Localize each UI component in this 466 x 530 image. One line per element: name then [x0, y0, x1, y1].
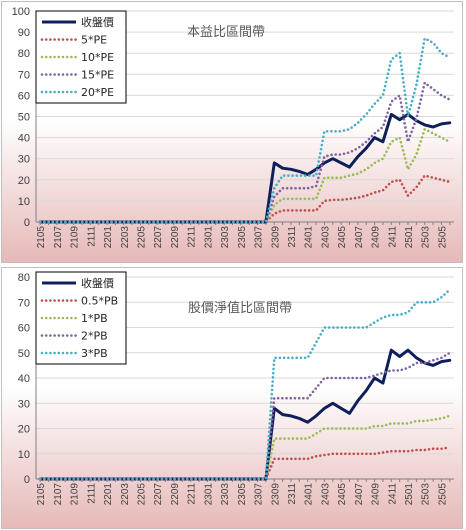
x-tick-label: 2305	[237, 483, 248, 506]
legend-label-4: 20*PE	[81, 86, 114, 99]
legend-label-4: 3*PB	[81, 347, 108, 360]
x-tick-label: 2111	[86, 483, 97, 504]
x-tick-label: 2201	[103, 226, 114, 249]
legend-label-3: 15*PE	[81, 69, 114, 82]
x-tick-label: 2407	[354, 226, 365, 249]
x-tick-label: 2411	[387, 483, 398, 505]
legend-label-1: 0.5*PB	[81, 295, 118, 308]
x-tick-label: 2401	[304, 226, 315, 249]
pe-band-chart: 0 10 20 30 40 50 60 70 80 90 100 2105 2107 2109 2111 22…	[1, 1, 463, 263]
x-tick-label: 2301	[203, 226, 214, 249]
x-tick-label: 2105	[36, 226, 47, 249]
x-tick-label: 2409	[371, 483, 382, 506]
x-tick-label: 2211	[187, 483, 198, 505]
x-tick-label: 2405	[337, 483, 348, 506]
x-tick-label: 2401	[304, 483, 315, 506]
x-tick-label: 2307	[254, 483, 265, 506]
x-tick-label: 2409	[371, 226, 382, 249]
chart-title: 股價淨值比區間帶	[188, 300, 292, 316]
x-tick-label: 2501	[404, 483, 415, 506]
x-tick-label: 2203	[120, 483, 131, 506]
y-tick-label: 40	[18, 133, 30, 145]
legend-label-2: 10*PE	[81, 51, 114, 64]
y-tick-label: 80	[18, 272, 30, 284]
y-tick-label: 30	[18, 398, 30, 410]
y-tick-label: 70	[18, 297, 30, 309]
x-tick-label: 2303	[220, 483, 231, 506]
x-tick-label: 2503	[421, 226, 432, 249]
legend-label-3: 2*PB	[81, 330, 108, 343]
series-line-4	[38, 288, 452, 481]
x-tick-label: 2503	[421, 483, 432, 506]
x-tick-label: 2109	[70, 226, 81, 249]
legend-label-0: 收盤價	[81, 276, 114, 290]
y-tick-label: 60	[18, 90, 30, 102]
y-tick-label: 0	[24, 474, 30, 486]
x-tick-label: 2407	[354, 483, 365, 506]
x-tick-label: 2209	[170, 226, 181, 249]
x-tick-label: 2305	[237, 226, 248, 249]
x-tick-label: 2207	[153, 226, 164, 249]
x-tick-label: 2505	[437, 483, 448, 506]
x-tick-label: 2211	[187, 226, 198, 248]
legend-label-0: 收盤價	[81, 15, 114, 29]
x-tick-label: 2107	[53, 483, 64, 506]
y-tick-label: 20	[18, 175, 30, 187]
series-line-4	[38, 37, 452, 224]
x-tick-label: 2307	[254, 226, 265, 249]
x-tick-label: 2403	[320, 483, 331, 506]
x-tick-label: 2505	[437, 226, 448, 249]
chart-title: 本益比區間帶	[187, 25, 265, 40]
x-tick-label: 2309	[270, 226, 281, 249]
y-tick-label: 80	[18, 48, 30, 60]
x-tick-label: 2111	[86, 226, 97, 247]
y-tick-label: 10	[18, 196, 30, 208]
x-tick-label: 2403	[320, 226, 331, 249]
x-tick-label: 2311	[287, 483, 298, 505]
x-tick-label: 2209	[170, 483, 181, 506]
y-tick-label: 100	[12, 6, 30, 18]
x-tick-label: 2303	[220, 226, 231, 249]
x-tick-label: 2301	[203, 483, 214, 506]
legend-label-1: 5*PE	[81, 34, 107, 47]
y-tick-label: 50	[18, 112, 30, 124]
x-tick-label: 2309	[270, 483, 281, 506]
pe-band-chart-svg: 0 10 20 30 40 50 60 70 80 90 100 2105 2107 2109 2111 22…	[2, 2, 462, 262]
x-tick-label: 2501	[404, 226, 415, 249]
y-tick-label: 60	[18, 323, 30, 335]
pb-band-chart: 0 10 20 30 40 50 60 70 80 2105 2107 2109 2111 2201 220…	[1, 267, 463, 529]
x-tick-label: 2311	[287, 226, 298, 248]
y-tick-label: 10	[18, 449, 30, 461]
x-tick-label: 2203	[120, 226, 131, 249]
x-tick-label: 2205	[137, 483, 148, 506]
pb-band-chart-svg: 0 10 20 30 40 50 60 70 80 2105 2107 2109 2111 2201 220…	[2, 268, 462, 528]
y-tick-label: 30	[18, 154, 30, 166]
x-tick-label: 2405	[337, 226, 348, 249]
y-tick-label: 40	[18, 373, 30, 385]
y-tick-label: 50	[18, 348, 30, 360]
x-tick-label: 2205	[137, 226, 148, 249]
x-tick-label: 2201	[103, 483, 114, 506]
legend-label-2: 1*PB	[81, 312, 108, 325]
y-tick-label: 90	[18, 27, 30, 39]
y-tick-label: 0	[24, 217, 30, 229]
x-tick-label: 2109	[70, 483, 81, 506]
y-tick-label: 70	[18, 69, 30, 81]
x-tick-label: 2207	[153, 483, 164, 506]
x-tick-label: 2105	[36, 483, 47, 506]
y-tick-label: 20	[18, 424, 30, 436]
x-tick-label: 2411	[387, 226, 398, 248]
x-tick-label: 2107	[53, 226, 64, 249]
